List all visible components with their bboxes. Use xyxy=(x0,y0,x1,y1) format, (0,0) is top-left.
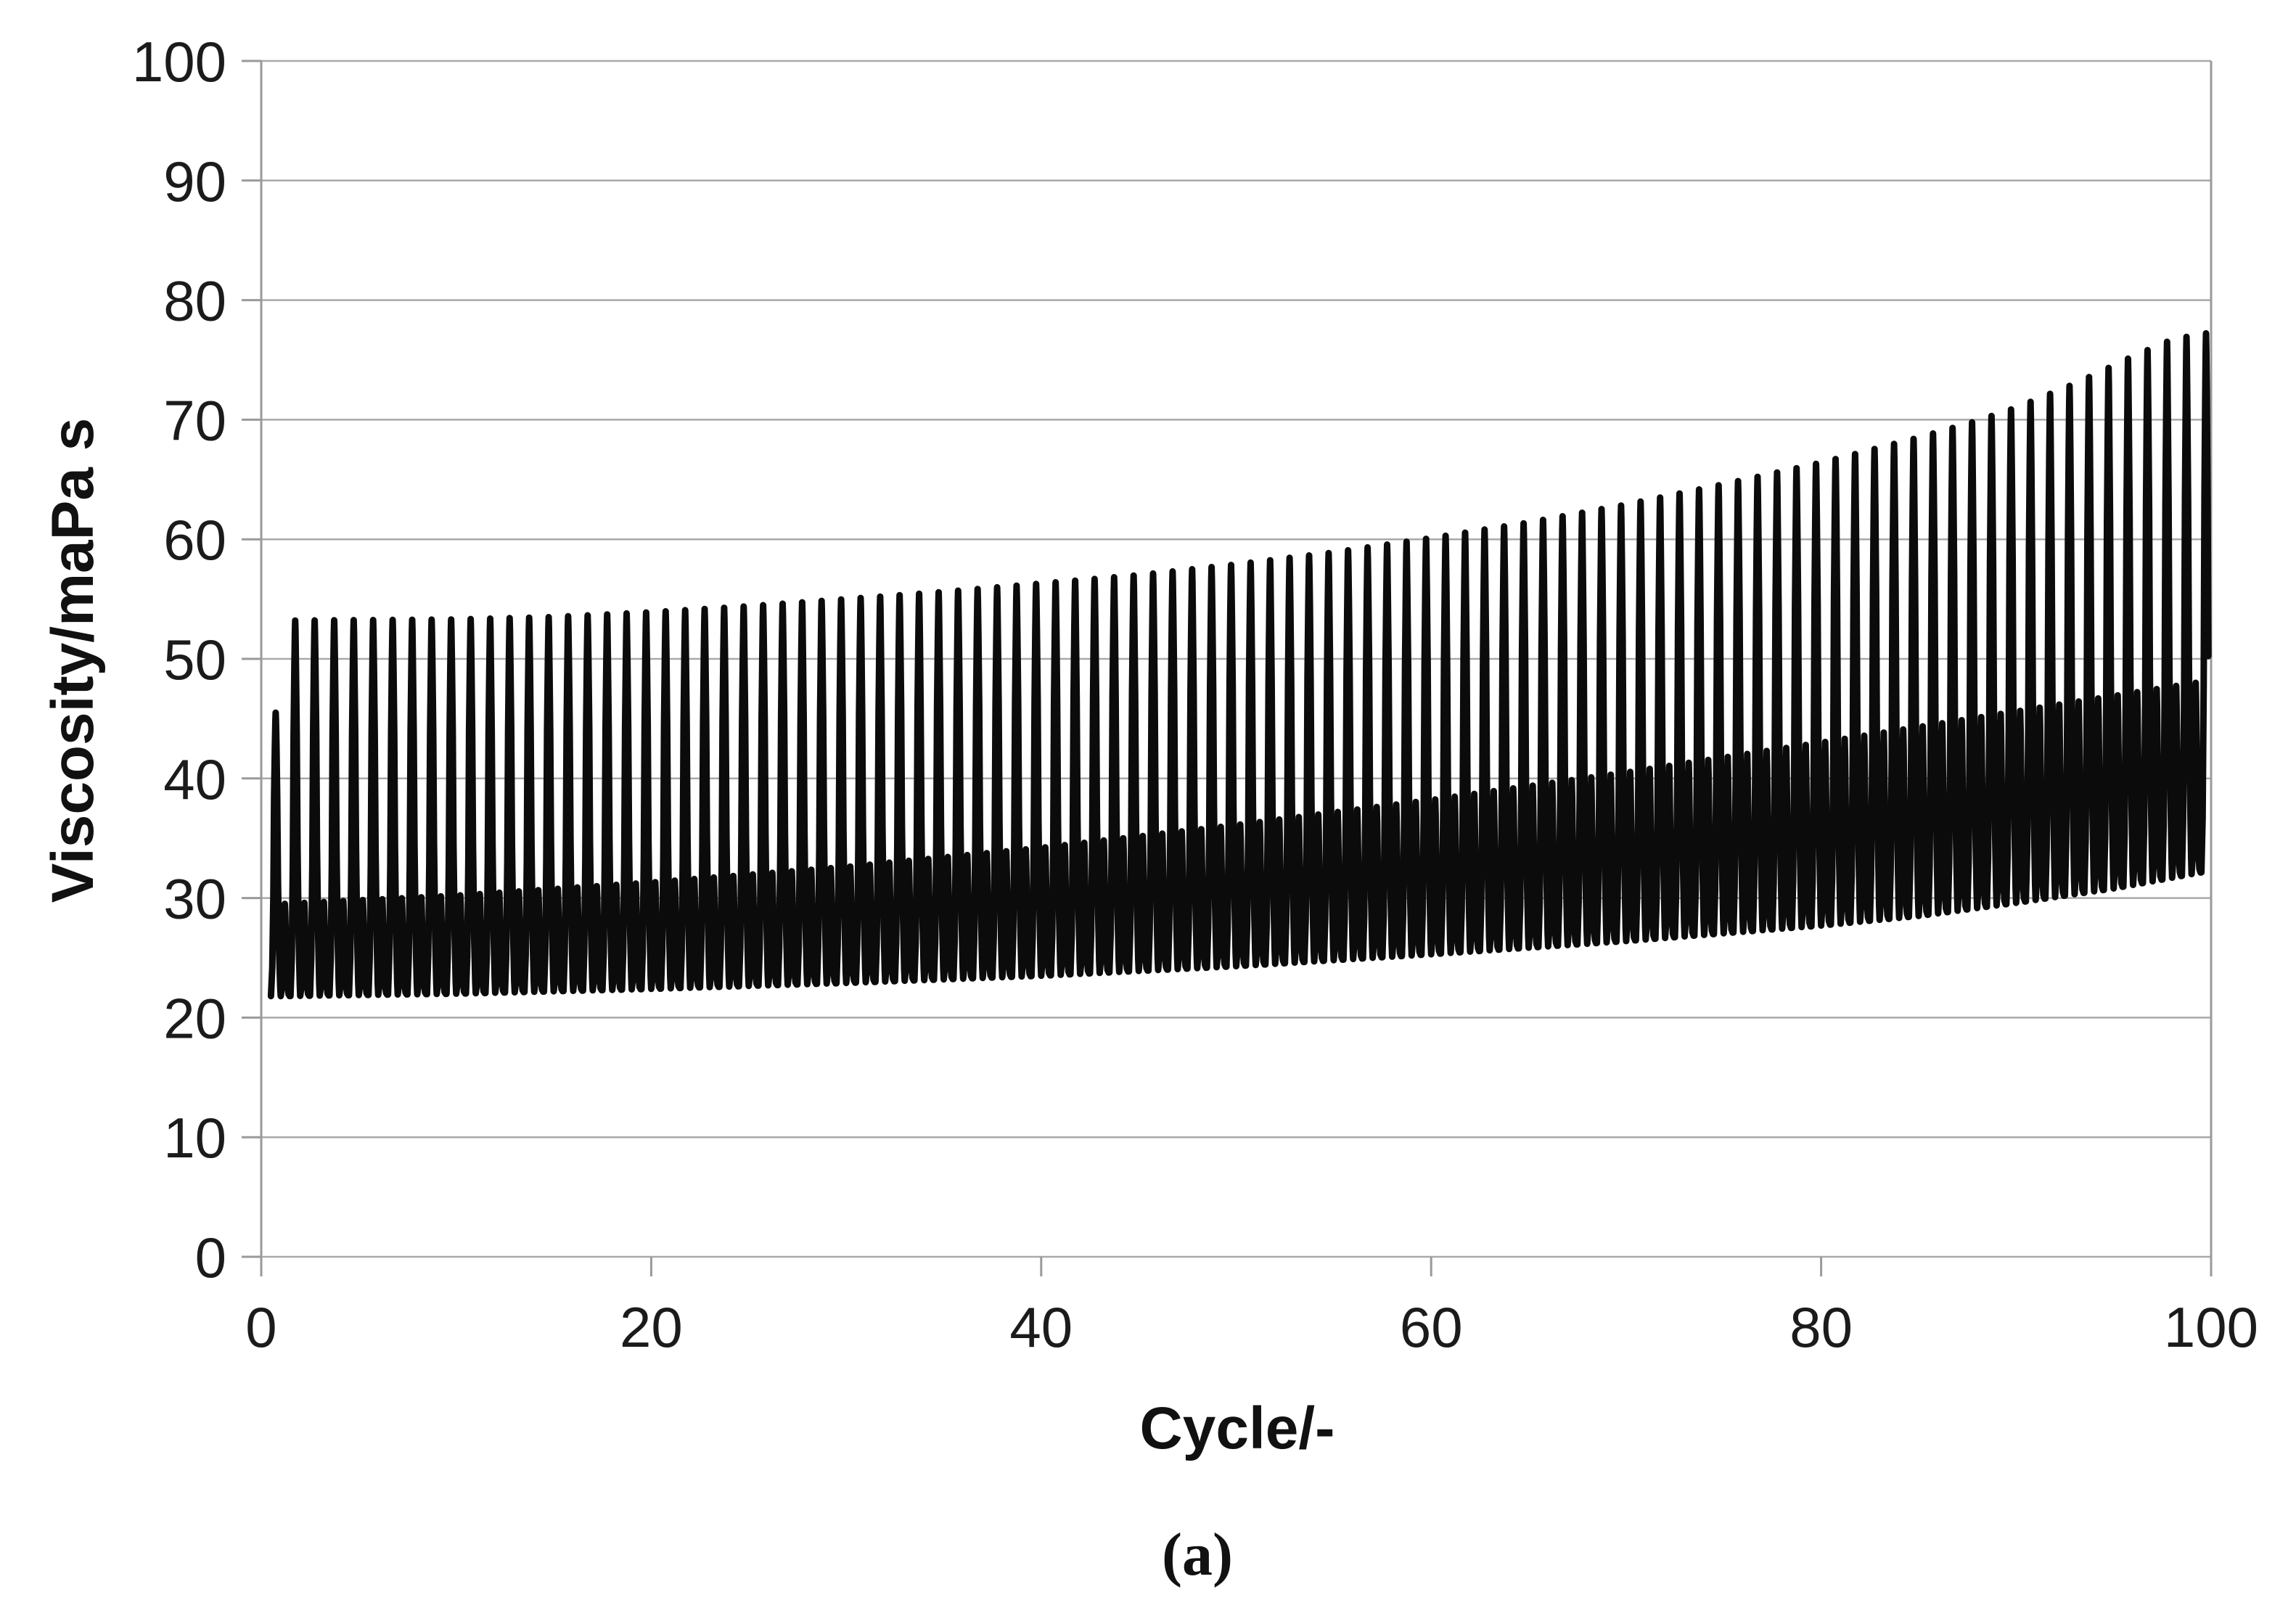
y-tick-label: 20 xyxy=(163,986,226,1050)
y-tick-label: 40 xyxy=(163,747,226,811)
tick-labels: 0 10 20 30 40 50 60 70 80 90 100 0 20 40 60 80 100 xyxy=(132,30,2258,1359)
y-tick-label: 50 xyxy=(163,628,226,692)
viscosity-series xyxy=(267,329,2212,1000)
y-tick-label: 0 xyxy=(195,1226,226,1289)
x-tick-label: 60 xyxy=(1400,1295,1463,1359)
figure-caption: (a) xyxy=(1162,1521,1233,1588)
y-tick-label: 70 xyxy=(163,388,226,452)
x-tick-label: 40 xyxy=(1009,1295,1073,1359)
y-tick-label: 10 xyxy=(163,1106,226,1170)
x-tick-label: 100 xyxy=(2164,1295,2258,1359)
y-tick-label: 80 xyxy=(163,269,226,333)
x-tick-label: 20 xyxy=(620,1295,683,1359)
y-tick-label: 90 xyxy=(163,149,226,213)
viscosity-line xyxy=(267,329,2212,1000)
y-tick-label: 60 xyxy=(163,508,226,572)
x-tick-label: 80 xyxy=(1789,1295,1853,1359)
x-axis-title: Cycle/- xyxy=(1140,1395,1335,1461)
y-tick-label: 100 xyxy=(132,30,226,94)
y-axis-title: Viscosity/maPa s xyxy=(40,418,106,903)
x-tick-label: 0 xyxy=(245,1295,276,1359)
axes xyxy=(242,60,2213,1276)
y-tick-label: 30 xyxy=(163,867,226,931)
